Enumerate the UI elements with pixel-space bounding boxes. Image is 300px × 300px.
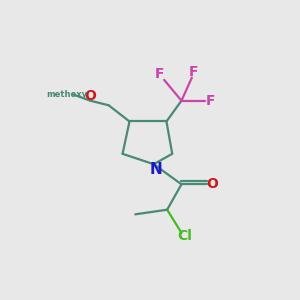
Text: N: N — [149, 162, 162, 177]
Text: F: F — [206, 94, 215, 108]
Text: O: O — [206, 177, 218, 191]
Text: methoxy: methoxy — [46, 90, 87, 99]
Text: F: F — [155, 67, 165, 81]
Text: O: O — [84, 89, 96, 103]
Text: Cl: Cl — [177, 229, 192, 243]
Text: F: F — [189, 65, 199, 79]
